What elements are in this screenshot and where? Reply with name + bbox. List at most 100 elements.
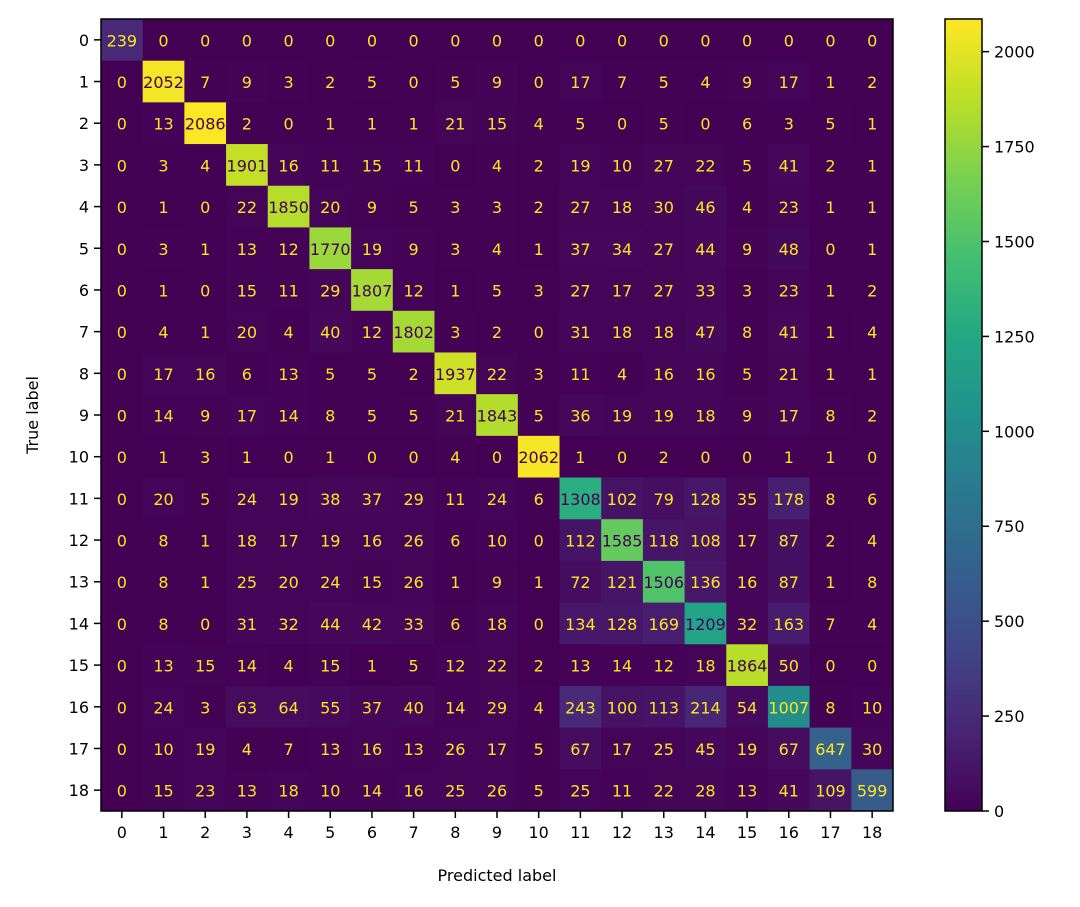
cell-value-label: 1 — [325, 115, 335, 134]
cell-value-label: 14 — [153, 407, 173, 426]
cell-value-label: 0 — [325, 31, 335, 50]
x-tick-label: 3 — [242, 823, 252, 842]
cell-value-label: 1 — [825, 573, 835, 592]
cell-value-label: 18 — [654, 323, 674, 342]
heatmap-cell — [392, 602, 435, 645]
colorbar-tick-label: 1750 — [994, 138, 1035, 157]
heatmap-cell — [226, 560, 269, 604]
heatmap-cell — [642, 60, 686, 103]
heatmap-cell — [184, 352, 227, 395]
cell-value-label: 0 — [117, 156, 127, 175]
cell-value-label: 5 — [534, 407, 544, 426]
heatmap-cell — [476, 560, 519, 604]
cell-value-label: 0 — [200, 31, 210, 50]
heatmap-cell — [517, 435, 561, 479]
cell-value-label: 46 — [695, 198, 715, 217]
heatmap-cell — [517, 185, 561, 228]
heatmap-cell — [392, 394, 435, 437]
cell-value-label: 647 — [815, 740, 846, 759]
heatmap-cell — [309, 102, 352, 145]
heatmap-cell — [226, 102, 269, 145]
heatmap-cell — [434, 310, 477, 353]
cell-value-label: 30 — [654, 198, 674, 217]
heatmap-cell — [642, 519, 686, 562]
cell-value-label: 11 — [612, 782, 632, 801]
cell-value-label: 0 — [117, 782, 127, 801]
cell-value-label: 4 — [492, 156, 502, 175]
cell-value-label: 1 — [825, 323, 835, 342]
cell-value-label: 0 — [784, 31, 794, 50]
cell-value-label: 9 — [742, 73, 752, 92]
cell-value-label: 29 — [320, 281, 340, 300]
heatmap-cell — [684, 602, 727, 645]
cell-value-label: 118 — [648, 532, 679, 551]
cell-value-label: 40 — [403, 698, 423, 717]
cell-value-label: 17 — [570, 73, 590, 92]
y-tick-label: 10 — [69, 448, 89, 467]
cell-value-label: 2 — [825, 156, 835, 175]
cell-value-label: 112 — [565, 532, 596, 551]
heatmap-cell — [351, 644, 394, 687]
heatmap-cell — [392, 519, 435, 562]
cell-value-label: 5 — [367, 407, 377, 426]
cell-value-label: 13 — [237, 240, 257, 259]
cell-value-label: 0 — [742, 31, 752, 50]
heatmap-cell — [101, 685, 144, 729]
x-axis-ticks: 0 1 2 3 4 5 6 7 8 9 10 11 12 13 14 15 16 17 18 — [117, 811, 882, 842]
x-tick-label: 16 — [779, 823, 799, 842]
cell-value-label: 1 — [825, 281, 835, 300]
heatmap-cell — [559, 310, 602, 353]
heatmap-cell — [101, 769, 144, 812]
cell-value-label: 10 — [320, 782, 340, 801]
x-tick-label: 13 — [654, 823, 674, 842]
heatmap-cell — [684, 102, 727, 145]
cell-value-label: 17 — [487, 740, 507, 759]
y-tick-label: 1 — [79, 73, 89, 92]
y-tick-label: 13 — [69, 573, 89, 592]
heatmap-cell — [642, 477, 686, 520]
heatmap-cell — [267, 352, 310, 395]
x-tick-label: 15 — [737, 823, 757, 842]
cell-value-label: 2 — [534, 657, 544, 676]
cell-value-label: 3 — [534, 281, 544, 300]
heatmap-cell — [392, 644, 435, 687]
heatmap-cell — [726, 185, 769, 228]
cell-value-label: 1850 — [268, 198, 309, 217]
heatmap-cell — [517, 310, 561, 353]
heatmap-cell — [267, 560, 310, 604]
heatmap-cell — [267, 519, 310, 562]
colorbar-tick-label: 1500 — [994, 232, 1035, 251]
heatmap-cell — [309, 227, 352, 270]
cell-value-label: 6 — [534, 490, 544, 509]
heatmap-cell — [642, 602, 686, 645]
heatmap-cell — [851, 435, 894, 479]
cell-value-label: 41 — [779, 323, 799, 342]
cell-value-label: 8 — [867, 573, 877, 592]
heatmap-cell — [392, 769, 435, 812]
cell-value-label: 48 — [779, 240, 799, 259]
cell-value-label: 55 — [320, 698, 340, 717]
cell-value-label: 4 — [742, 198, 752, 217]
cell-value-label: 16 — [195, 365, 215, 384]
cell-value-label: 24 — [237, 490, 257, 509]
cell-value-label: 7 — [617, 73, 627, 92]
heatmap-cell — [851, 102, 894, 145]
cell-value-label: 599 — [857, 782, 888, 801]
heatmap-cell — [767, 60, 811, 103]
heatmap-cell — [559, 144, 602, 187]
heatmap-cell — [142, 394, 185, 437]
cell-value-label: 17 — [737, 532, 757, 551]
cell-value-label: 4 — [700, 73, 710, 92]
heatmap-cell — [351, 185, 394, 228]
heatmap-cell — [226, 477, 269, 520]
cell-value-label: 30 — [862, 740, 882, 759]
heatmap-cell — [476, 227, 519, 270]
cell-value-label: 13 — [153, 657, 173, 676]
heatmap-cell — [642, 644, 686, 687]
heatmap-cell — [184, 227, 227, 270]
cell-value-label: 0 — [200, 281, 210, 300]
x-tick-label: 0 — [117, 823, 127, 842]
cell-value-label: 0 — [617, 448, 627, 467]
cell-value-label: 0 — [450, 156, 460, 175]
